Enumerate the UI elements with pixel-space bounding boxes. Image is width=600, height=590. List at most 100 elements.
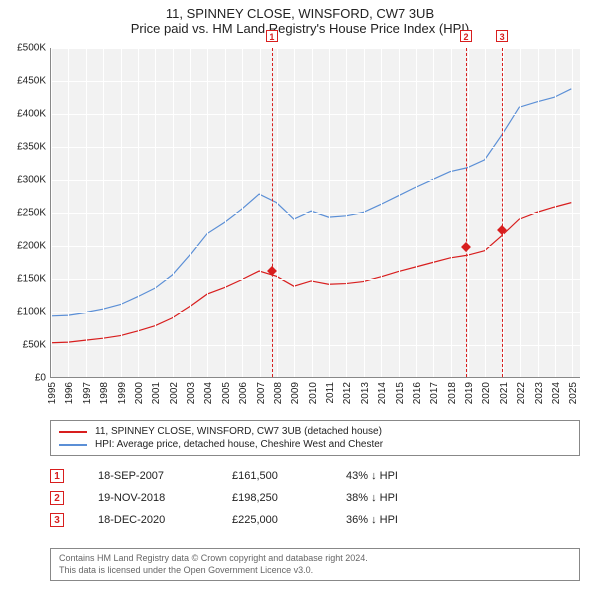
- grid-line-v: [242, 48, 243, 377]
- grid-line-v: [364, 48, 365, 377]
- x-axis-label: 2008: [273, 382, 284, 404]
- x-axis-label: 2018: [447, 382, 458, 404]
- grid-line-h: [51, 114, 580, 115]
- grid-line-v: [190, 48, 191, 377]
- x-axis-label: 2003: [186, 382, 197, 404]
- sale-marker-box: 2: [460, 30, 472, 42]
- grid-line-v: [155, 48, 156, 377]
- grid-line-v: [572, 48, 573, 377]
- grid-line-v: [381, 48, 382, 377]
- grid-line-h: [51, 345, 580, 346]
- y-axis-label: £0: [35, 373, 46, 384]
- sale-index-box: 3: [50, 513, 64, 527]
- x-axis-label: 2015: [395, 382, 406, 404]
- legend-item: 11, SPINNEY CLOSE, WINSFORD, CW7 3UB (de…: [59, 425, 571, 438]
- y-axis-label: £450K: [17, 76, 46, 87]
- plot-background: 123: [50, 48, 580, 378]
- grid-line-v: [51, 48, 52, 377]
- x-axis-label: 2013: [360, 382, 371, 404]
- x-axis-label: 2019: [464, 382, 475, 404]
- grid-line-h: [51, 147, 580, 148]
- grid-line-h: [51, 246, 580, 247]
- legend-item: HPI: Average price, detached house, Ches…: [59, 438, 571, 451]
- sale-date: 18-DEC-2020: [98, 514, 198, 526]
- legend-label: 11, SPINNEY CLOSE, WINSFORD, CW7 3UB (de…: [95, 426, 382, 437]
- grid-line-v: [260, 48, 261, 377]
- grid-line-v: [346, 48, 347, 377]
- grid-line-v: [399, 48, 400, 377]
- grid-line-v: [451, 48, 452, 377]
- y-axis-label: £200K: [17, 241, 46, 252]
- x-axis-label: 2005: [221, 382, 232, 404]
- chart-title: 11, SPINNEY CLOSE, WINSFORD, CW7 3UB: [0, 0, 600, 21]
- sale-marker-line: [272, 48, 273, 377]
- x-axis-label: 2000: [134, 382, 145, 404]
- x-axis-label: 2002: [169, 382, 180, 404]
- sale-price: £161,500: [232, 470, 312, 482]
- x-axis-label: 2024: [551, 382, 562, 404]
- x-axis-label: 2022: [516, 382, 527, 404]
- sale-date: 18-SEP-2007: [98, 470, 198, 482]
- y-axis-label: £500K: [17, 43, 46, 54]
- grid-line-h: [51, 312, 580, 313]
- x-axis-label: 2017: [429, 382, 440, 404]
- y-axis-label: £400K: [17, 109, 46, 120]
- y-axis-label: £350K: [17, 142, 46, 153]
- grid-line-v: [68, 48, 69, 377]
- y-axis-label: £150K: [17, 274, 46, 285]
- footer-line-1: Contains HM Land Registry data © Crown c…: [59, 553, 571, 565]
- grid-line-v: [103, 48, 104, 377]
- x-axis-label: 2012: [342, 382, 353, 404]
- sale-marker-line: [502, 48, 503, 377]
- sale-price: £198,250: [232, 492, 312, 504]
- x-axis-label: 2011: [325, 382, 336, 404]
- sale-pct-vs-hpi: 36% ↓ HPI: [346, 514, 456, 526]
- grid-line-v: [555, 48, 556, 377]
- sale-index-box: 2: [50, 491, 64, 505]
- grid-line-h: [51, 81, 580, 82]
- chart-plot-area: 123 £0£50K£100K£150K£200K£250K£300K£350K…: [50, 48, 580, 378]
- x-axis-label: 2016: [412, 382, 423, 404]
- grid-line-v: [485, 48, 486, 377]
- grid-line-v: [520, 48, 521, 377]
- x-axis-label: 2009: [290, 382, 301, 404]
- grid-line-v: [468, 48, 469, 377]
- footer-line-2: This data is licensed under the Open Gov…: [59, 565, 571, 577]
- grid-line-v: [416, 48, 417, 377]
- grid-line-v: [173, 48, 174, 377]
- sale-index-box: 1: [50, 469, 64, 483]
- x-axis-label: 2010: [308, 382, 319, 404]
- x-axis-label: 2021: [499, 382, 510, 404]
- sale-row: 1 18-SEP-2007 £161,500 43% ↓ HPI: [50, 465, 580, 487]
- x-axis-label: 1997: [82, 382, 93, 404]
- grid-line-v: [138, 48, 139, 377]
- grid-line-h: [51, 180, 580, 181]
- x-axis-label: 2001: [151, 382, 162, 404]
- sale-date: 19-NOV-2018: [98, 492, 198, 504]
- grid-line-v: [294, 48, 295, 377]
- footer-attribution: Contains HM Land Registry data © Crown c…: [50, 548, 580, 581]
- x-axis-label: 2006: [238, 382, 249, 404]
- x-axis-label: 2014: [377, 382, 388, 404]
- y-axis-label: £50K: [23, 340, 46, 351]
- grid-line-h: [51, 213, 580, 214]
- sale-marker-box: 1: [266, 30, 278, 42]
- x-axis-label: 2020: [481, 382, 492, 404]
- x-axis-label: 2023: [534, 382, 545, 404]
- grid-line-v: [121, 48, 122, 377]
- grid-line-v: [329, 48, 330, 377]
- x-axis-label: 1998: [99, 382, 110, 404]
- sales-table: 1 18-SEP-2007 £161,500 43% ↓ HPI 2 19-NOV-201…: [50, 465, 580, 531]
- grid-line-v: [277, 48, 278, 377]
- sale-marker-box: 3: [496, 30, 508, 42]
- chart-subtitle: Price paid vs. HM Land Registry's House …: [0, 21, 600, 40]
- legend-swatch: [59, 431, 87, 433]
- sale-row: 219-NOV-2018£198,25038% ↓ HPI: [50, 487, 580, 509]
- x-axis-label: 2007: [256, 382, 267, 404]
- x-axis-label: 1995: [47, 382, 58, 404]
- grid-line-v: [86, 48, 87, 377]
- x-axis-label: 1996: [64, 382, 75, 404]
- x-axis-label: 2004: [203, 382, 214, 404]
- sale-pct-vs-hpi: 43% ↓ HPI: [346, 470, 456, 482]
- grid-line-v: [207, 48, 208, 377]
